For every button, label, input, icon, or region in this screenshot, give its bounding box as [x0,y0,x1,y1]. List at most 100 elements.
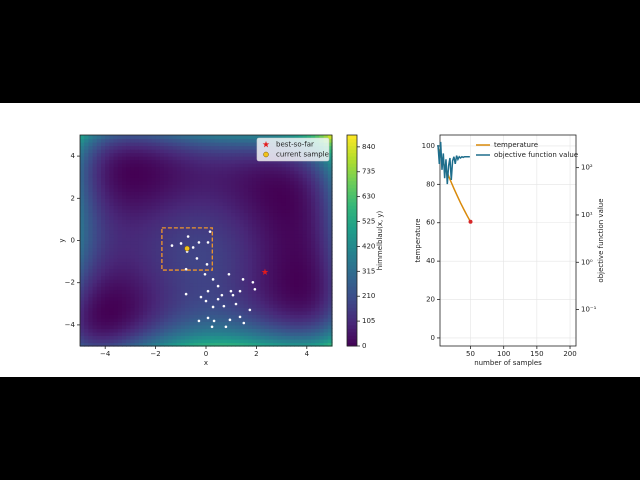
heatmap-cell [214,236,220,242]
heatmap-cell [227,142,232,147]
heatmap-cell [214,289,220,294]
heatmap-cell [113,279,119,284]
heatmap-cell [269,296,274,301]
colorbar-cell [347,208,357,213]
heatmap-cell [122,286,127,291]
heatmap-cell [218,149,224,154]
heatmap-cell [113,166,119,171]
heatmap-cell [248,233,253,238]
heatmap-cell [298,226,304,231]
heatmap-cell [285,219,291,224]
heatmap-cell [92,328,98,333]
heatmap-cell [311,303,316,308]
heatmap-cell [281,286,287,291]
heatmap-cell [164,310,169,315]
heatmap-cell [105,289,110,294]
heatmap-cell [185,272,190,277]
heatmap-cell [256,212,262,217]
heatmap-cell [222,145,228,150]
heatmap-cell [260,324,266,330]
heatmap-cell [260,251,266,256]
heatmap-cell [264,331,270,337]
heatmap-cell [151,307,157,312]
heatmap-cell [319,173,325,178]
heatmap-cell [315,180,320,185]
heatmap-cell [222,244,228,249]
heatmap-cell [172,229,178,235]
heatmap-cell [315,233,320,238]
heatmap-cell [210,222,215,228]
heatmap-cell [298,212,304,217]
heatmap-cell [109,331,115,337]
heatmap-cell [159,180,165,185]
heatmap-cell [180,229,186,235]
heatmap-cell [319,233,325,238]
heatmap-cell [273,222,278,228]
heatmap-cell [302,342,308,347]
heatmap-cell [138,201,144,206]
heatmap-cell [222,159,228,164]
heatmap-cell [109,310,115,315]
heatmap-cell [143,222,148,228]
heatmap-cell [327,173,333,178]
heatmap-cell [201,338,207,344]
heatmap-cell [252,163,257,168]
sample-point [227,272,231,276]
heatmap-cell [290,219,295,224]
heatmap-cell [84,272,89,277]
colorbar-cell [347,279,357,284]
end-marker [468,219,473,224]
heatmap-cell [197,300,203,305]
heatmap-cell [298,254,304,259]
heatmap-cell [185,198,190,203]
heatmap-cell [235,187,241,192]
heatmap-cell [84,307,89,312]
colorbar-tick-label: 840 [362,143,375,151]
heatmap-cell [239,247,245,252]
heatmap-cell [101,219,106,224]
heatmap-cell [155,170,161,175]
heatmap-cell [239,233,245,238]
heatmap-cell [323,321,329,326]
heatmap-cell [294,303,299,308]
heatmap-cell [117,279,123,284]
heatmap-cell [248,303,253,308]
heatmap-cell [168,251,173,256]
heatmap-cell [189,226,194,231]
heatmap-cell [239,152,245,157]
heatmap-cell [290,244,295,249]
heatmap-cell [327,212,333,217]
heatmap-cell [252,247,257,252]
heatmap-cell [143,215,148,220]
heatmap-cell [143,177,148,182]
heatmap-cell [138,166,144,171]
heatmap-cell [168,335,173,340]
heatmap-cell [218,307,224,312]
heatmap-cell [176,226,182,231]
heatmap-cell [151,201,157,206]
heatmap-cell [84,296,89,301]
heatmap-cell [126,275,131,280]
heatmap-cell [185,194,190,199]
heatmap-cell [281,229,287,235]
heatmap-cell [273,215,278,220]
heatmap-cell [269,279,274,284]
heatmap-cell [210,138,215,143]
heatmap-cell [290,310,295,315]
heatmap-cell [176,275,182,280]
heatmap-cell [231,265,236,270]
heatmap-cell [231,226,236,231]
heatmap-cell [214,184,220,189]
heatmap-cell [185,166,190,171]
heatmap-cell [311,166,316,171]
heatmap-cell [248,166,253,171]
heatmap-cell [172,201,178,206]
heatmap-cell [273,247,278,252]
heatmap-cell [117,208,123,213]
heatmap-cell [327,163,333,168]
heatmap-cell [197,142,203,147]
heatmap-cell [277,236,283,242]
heatmap-cell [168,142,173,147]
heatmap-cell [290,296,295,301]
heatmap-cell [80,289,85,294]
